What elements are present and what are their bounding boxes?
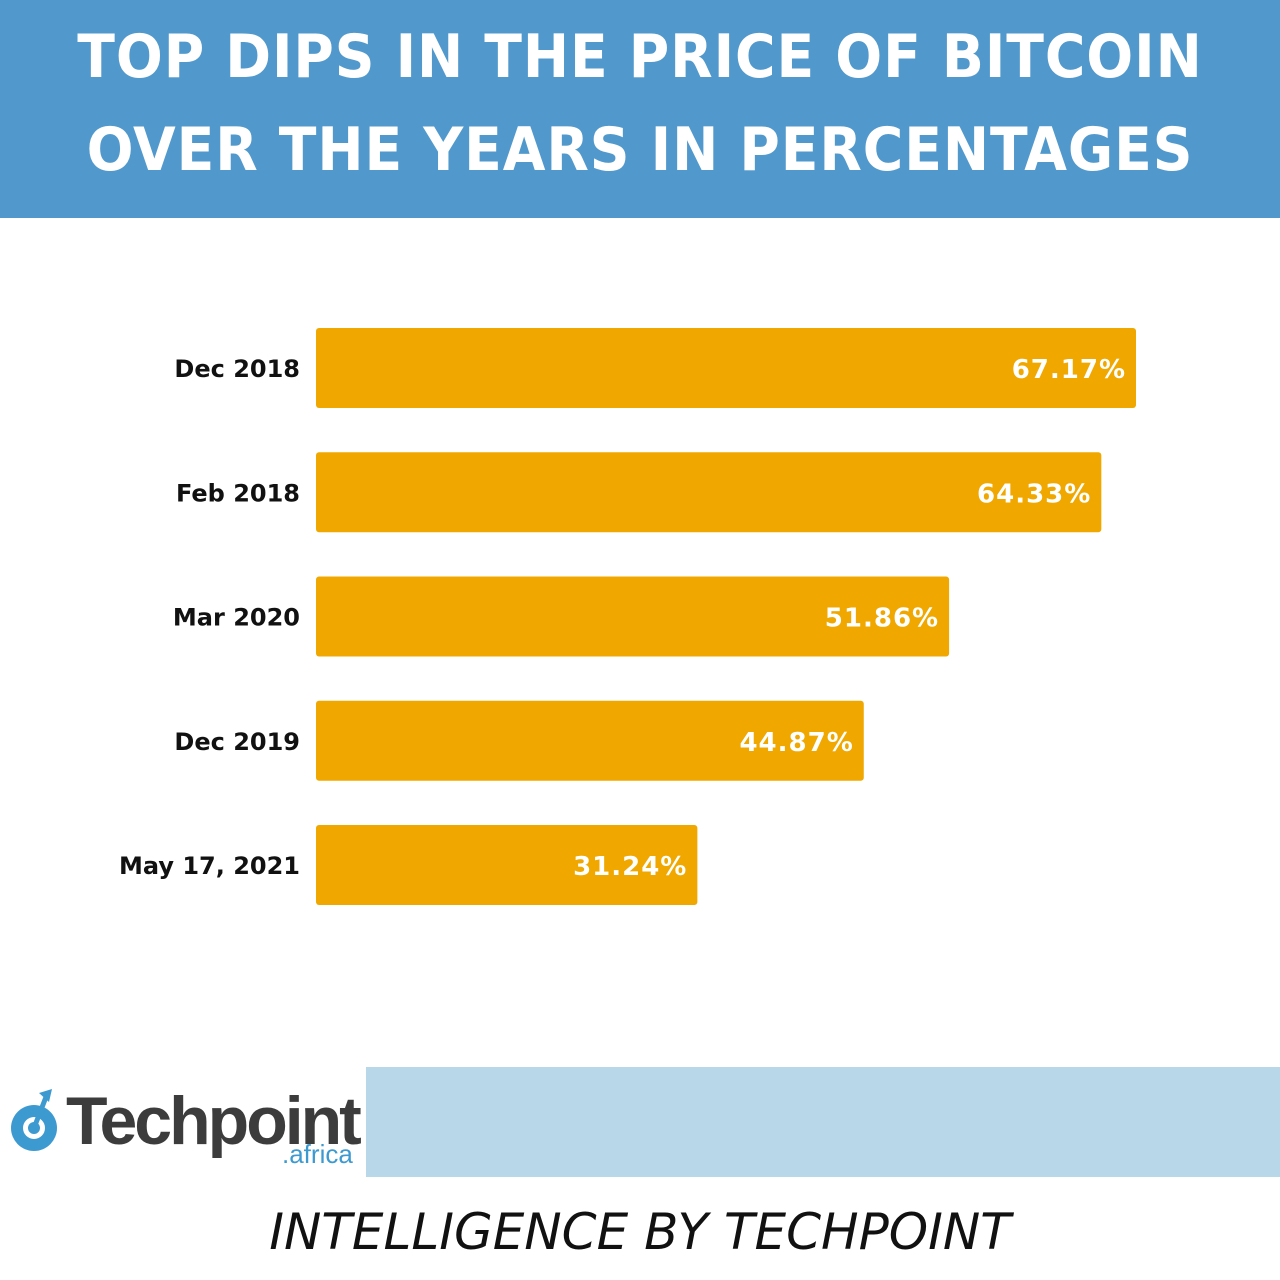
- category-label-2: Mar 2020: [173, 604, 300, 632]
- bar-2: [316, 576, 950, 657]
- value-label-4: 31.24%: [573, 852, 687, 882]
- credit-text: INTELLIGENCE BY TECHPOINT: [269, 1203, 1011, 1261]
- target-logo-icon: [11, 1089, 57, 1151]
- value-label-2: 51.86%: [825, 604, 939, 634]
- logo-domain: .africa: [282, 1139, 353, 1169]
- category-label-0: Dec 2018: [174, 355, 300, 383]
- bar-4: [316, 825, 698, 905]
- bar-chart: Dec 2018 67.17% Feb 2018 64.33% Mar 2020 51.8…: [119, 328, 1136, 905]
- bar-3: [316, 700, 864, 781]
- bar-0: [316, 328, 1136, 408]
- value-label-0: 67.17%: [1012, 355, 1126, 385]
- bar-1: [316, 452, 1102, 533]
- logo-wordmark: Techpoint: [66, 1083, 362, 1159]
- category-label-3: Dec 2019: [174, 728, 300, 756]
- value-label-1: 64.33%: [977, 479, 1091, 509]
- chart-title-line-1: TOP DIPS IN THE PRICE OF BITCOIN: [77, 22, 1203, 92]
- header-banner: TOP DIPS IN THE PRICE OF BITCOIN OVER TH…: [0, 0, 1280, 218]
- value-label-3: 44.87%: [739, 728, 853, 758]
- techpoint-logo: Techpoint .africa: [0, 1067, 366, 1177]
- chart-title-line-2: OVER THE YEARS IN PERCENTAGES: [86, 115, 1194, 185]
- category-label-4: May 17, 2021: [119, 852, 300, 880]
- category-label-1: Feb 2018: [176, 479, 300, 507]
